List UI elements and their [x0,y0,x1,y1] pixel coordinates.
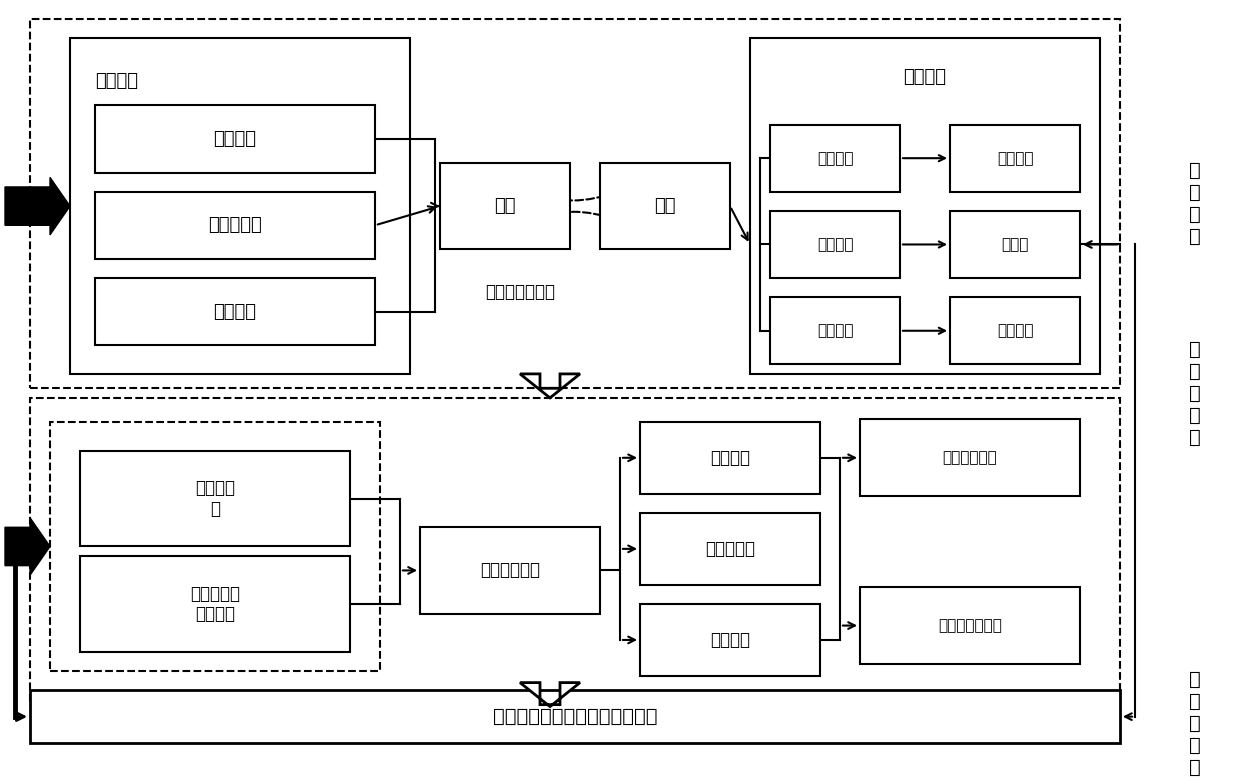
Polygon shape [5,518,50,576]
Text: 重金属归趋过程: 重金属归趋过程 [485,283,556,301]
Bar [420,527,600,614]
Text: 农业利用: 农业利用 [213,303,257,321]
Bar [600,163,730,249]
Bar [81,556,350,652]
Text: 工业、交通: 工业、交通 [208,217,262,235]
Bar [640,421,820,493]
Polygon shape [520,374,580,398]
Bar [640,513,820,585]
Bar [770,124,900,192]
Bar [30,691,1120,743]
Text: 输出: 输出 [655,197,676,215]
Bar [950,297,1080,364]
Bar [770,297,900,364]
Bar [950,124,1080,192]
Bar [95,192,374,259]
Text: 临界负荷制图: 临界负荷制图 [942,450,997,465]
Text: 健康风险: 健康风险 [711,631,750,649]
Bar [861,587,1080,664]
Text: 制
图
与
管
理: 制 图 与 管 理 [1189,339,1200,447]
Text: 现状平衡: 现状平衡 [711,449,750,467]
Bar [640,604,820,676]
Text: 迁移风险: 迁移风险 [904,68,946,86]
Bar [750,38,1100,374]
Text: 水环境: 水环境 [1002,237,1029,252]
Text: 土壤中重金属风险管控値的确定: 土壤中重金属风险管控値的确定 [492,707,657,726]
Text: 水环境迁移
转化模型: 水环境迁移 转化模型 [190,585,241,623]
Bar [770,211,900,278]
Text: 管
控
値
确
定: 管 控 値 确 定 [1189,670,1200,777]
Text: 水环境效应: 水环境效应 [706,540,755,558]
Bar [69,38,410,374]
Bar [950,211,1080,278]
Polygon shape [5,178,69,235]
Bar [861,419,1080,496]
Bar [440,163,570,249]
Polygon shape [520,683,580,707]
Text: 水体迁移: 水体迁移 [817,237,853,252]
Bar [30,398,1120,705]
Text: 自然来源: 自然来源 [213,130,257,148]
Text: 过
程
机
制: 过 程 机 制 [1189,161,1200,246]
Text: 植物吸收
型: 植物吸收 型 [195,479,236,518]
Text: 超临界负荷制图: 超临界负荷制图 [939,618,1002,633]
Bar [30,20,1120,389]
Text: 临界负荷模型: 临界负荷模型 [480,561,539,579]
Text: 作物吸收: 作物吸收 [817,151,853,166]
Text: 生态环境: 生态环境 [817,323,853,339]
Bar [95,106,374,173]
Text: 生态安全: 生态安全 [997,323,1033,339]
Text: 输入: 输入 [495,197,516,215]
Bar [81,450,350,547]
Bar [95,278,374,345]
Text: 人体健康: 人体健康 [997,151,1033,166]
Bar [50,421,379,671]
Text: 输入通量: 输入通量 [95,73,138,91]
